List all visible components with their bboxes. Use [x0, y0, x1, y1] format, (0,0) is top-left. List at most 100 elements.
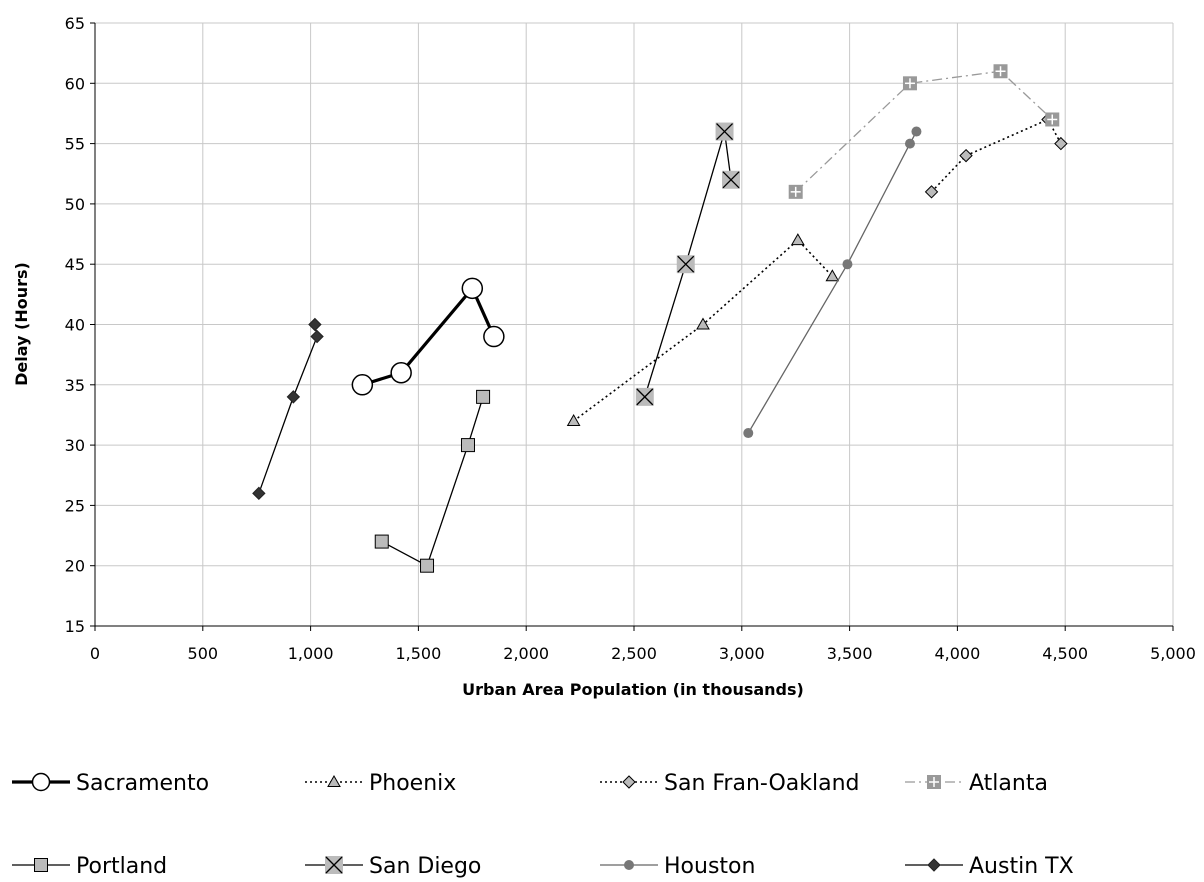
y-tick-label: 25 [65, 496, 85, 515]
legend-item-houston: Houston [600, 854, 755, 879]
data-point-austin-tx [252, 486, 266, 501]
x-tick-label: 3,000 [719, 644, 765, 663]
x-tick-label: 3,500 [827, 644, 873, 663]
data-point-sacramento [483, 325, 505, 348]
data-point-austin-tx [310, 329, 324, 344]
grid [95, 22, 1174, 626]
legend-item-phoenix: Phoenix [305, 771, 456, 796]
legend-marker-san-diego [325, 856, 343, 874]
x-tick-label: 500 [188, 644, 219, 663]
data-point-atlanta [993, 64, 1008, 79]
y-tick-label: 45 [65, 255, 85, 274]
series-san-fran-oakland [924, 112, 1068, 199]
data-point-austin-tx [308, 317, 322, 332]
legend-item-sacramento: Sacramento [12, 771, 209, 796]
y-tick-label: 15 [65, 617, 85, 636]
series-houston [743, 126, 922, 439]
legend-item-atlanta: Atlanta [905, 771, 1048, 796]
legend-label-san-diego: San Diego [369, 854, 481, 879]
legend: Sacramento Phoenix San Fran-Oakland Atlanta… [12, 771, 1074, 879]
series-line-portland [381, 396, 484, 567]
legend-label-atlanta: Atlanta [969, 771, 1048, 796]
data-point-austin-tx [286, 390, 301, 404]
y-tick-label: 60 [65, 74, 85, 93]
data-point-phoenix [825, 269, 840, 282]
legend-label-portland: Portland [76, 854, 167, 879]
data-point-sacramento [390, 361, 412, 384]
x-tick-label: 4,500 [1042, 644, 1088, 663]
legend-marker-austin-tx [927, 858, 941, 872]
data-point-phoenix [790, 233, 805, 246]
legend-label-austin-tx: Austin TX [969, 854, 1074, 879]
y-tick-label: 55 [65, 135, 85, 154]
x-tick-label: 4,000 [934, 644, 980, 663]
legend-marker-sacramento [31, 772, 51, 792]
data-point-sacramento [351, 374, 374, 396]
data-point-portland [374, 534, 389, 549]
data-point-houston [911, 126, 922, 137]
series-line-san-fran-oakland [930, 118, 1062, 193]
legend-item-san-diego: San Diego [305, 854, 481, 879]
data-point-san-fran-oakland [1054, 136, 1068, 151]
data-point-portland [460, 438, 475, 453]
series-line-austin-tx [258, 324, 318, 494]
series-portland [374, 389, 491, 573]
y-tick-label: 50 [65, 195, 85, 214]
legend-marker-atlanta [927, 775, 941, 789]
series-line-san-diego [644, 131, 732, 398]
legend-label-san-fran-oakland: San Fran-Oakland [664, 771, 860, 796]
data-point-atlanta [788, 184, 803, 199]
series-line-phoenix [573, 238, 833, 422]
legend-item-portland: Portland [12, 854, 167, 879]
data-point-san-diego [676, 255, 695, 274]
y-tick-label: 20 [65, 557, 85, 576]
data-point-atlanta [902, 76, 917, 91]
legend-label-houston: Houston [664, 854, 755, 879]
legend-marker-houston [624, 860, 634, 870]
x-tick-label: 0 [90, 644, 100, 663]
data-point-portland [420, 558, 435, 573]
data-point-houston [904, 138, 915, 149]
plot-area [252, 64, 1068, 573]
legend-marker-phoenix [327, 774, 341, 787]
series-line-atlanta [795, 70, 1053, 193]
data-point-sacramento [461, 277, 484, 300]
series-line-houston [747, 131, 918, 434]
y-axis-title: Delay (Hours) [12, 262, 31, 386]
series-san-diego [635, 122, 741, 406]
legend-marker-san-fran-oakland [622, 775, 636, 789]
series-sacramento [351, 277, 505, 396]
y-tick-label: 40 [65, 316, 85, 335]
x-axis-title: Urban Area Population (in thousands) [462, 680, 804, 699]
y-tick-label: 30 [65, 436, 85, 455]
data-point-portland [476, 389, 491, 404]
data-point-phoenix [696, 317, 710, 330]
legend-marker-portland [34, 858, 48, 872]
data-point-phoenix [566, 413, 581, 426]
series-line-sacramento [361, 285, 496, 387]
data-point-san-diego [715, 122, 734, 141]
data-point-atlanta [1045, 112, 1060, 127]
y-tick-label: 35 [65, 376, 85, 395]
x-tick-label: 2,500 [611, 644, 657, 663]
data-point-san-diego [722, 170, 741, 189]
legend-item-san-fran-oakland: San Fran-Oakland [600, 771, 860, 796]
data-point-san-fran-oakland [959, 148, 973, 163]
y-tick-label: 65 [65, 14, 85, 33]
data-point-san-diego [635, 387, 654, 406]
series-phoenix [566, 233, 840, 426]
legend-item-austin-tx: Austin TX [905, 854, 1074, 879]
x-tick-label: 5,000 [1150, 644, 1196, 663]
data-point-san-fran-oakland [924, 185, 939, 199]
data-point-houston [743, 428, 754, 439]
legend-label-phoenix: Phoenix [369, 771, 456, 796]
x-tick-label: 1,000 [288, 644, 334, 663]
series-atlanta [788, 64, 1060, 199]
x-tick-label: 2,000 [503, 644, 549, 663]
x-tick-label: 1,500 [395, 644, 441, 663]
data-point-houston [842, 259, 853, 270]
legend-label-sacramento: Sacramento [76, 771, 209, 796]
axes: 15 20 25 30 35 40 45 50 55 60 65 0 500 1,000 1,500 2,00… [65, 14, 1196, 663]
series-austin-tx [252, 317, 324, 501]
